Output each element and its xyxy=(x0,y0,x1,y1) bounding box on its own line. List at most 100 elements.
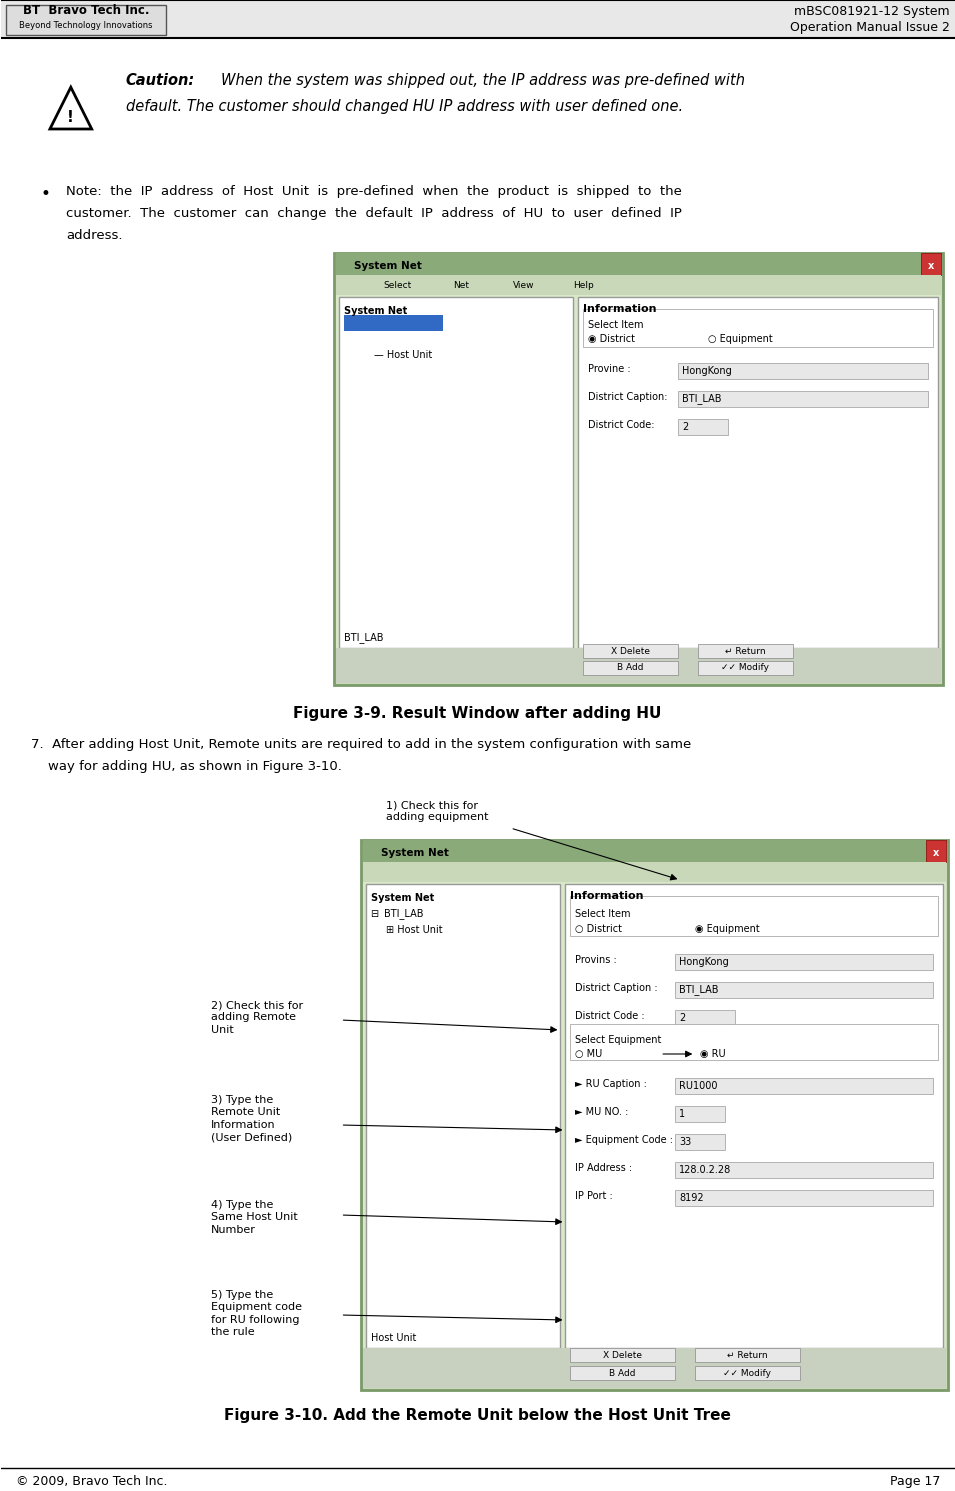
Text: HongKong: HongKong xyxy=(679,957,729,968)
Text: Net: Net xyxy=(454,280,470,289)
Text: 5) Type the
Equipment code
for RU following
the rule: 5) Type the Equipment code for RU follow… xyxy=(211,1290,302,1337)
Text: 1) Check this for
adding equipment: 1) Check this for adding equipment xyxy=(386,801,488,823)
Text: Information: Information xyxy=(570,892,644,901)
FancyBboxPatch shape xyxy=(361,839,948,1390)
FancyBboxPatch shape xyxy=(344,315,443,331)
Text: Beyond Technology Innovations: Beyond Technology Innovations xyxy=(19,21,153,30)
Text: ◉ District: ◉ District xyxy=(588,334,635,344)
FancyBboxPatch shape xyxy=(678,391,928,407)
Text: B Add: B Add xyxy=(617,663,644,672)
Text: Select: Select xyxy=(384,280,412,289)
Text: default. The customer should changed HU IP address with user defined one.: default. The customer should changed HU … xyxy=(126,98,683,113)
Text: IP Address :: IP Address : xyxy=(575,1163,632,1173)
Text: 2) Check this for
adding Remote
Unit: 2) Check this for adding Remote Unit xyxy=(211,1000,303,1035)
FancyBboxPatch shape xyxy=(366,884,561,1348)
Text: ✓✓ Modify: ✓✓ Modify xyxy=(723,1369,772,1378)
Text: District Code:: District Code: xyxy=(588,420,655,429)
Text: Help: Help xyxy=(573,280,594,289)
Text: System Net: System Net xyxy=(353,261,421,271)
Text: Figure 3-10. Add the Remote Unit below the Host Unit Tree: Figure 3-10. Add the Remote Unit below t… xyxy=(224,1408,731,1422)
Text: mBSC081921-12 System: mBSC081921-12 System xyxy=(795,6,950,18)
Text: ○ District: ○ District xyxy=(575,924,623,933)
FancyBboxPatch shape xyxy=(584,309,933,347)
Text: RU1000: RU1000 xyxy=(679,1081,718,1091)
FancyBboxPatch shape xyxy=(675,954,933,971)
Text: 128.0.2.28: 128.0.2.28 xyxy=(679,1164,732,1175)
FancyBboxPatch shape xyxy=(335,274,941,295)
Text: •: • xyxy=(41,185,51,203)
Text: Operation Manual Issue 2: Operation Manual Issue 2 xyxy=(790,21,950,33)
FancyBboxPatch shape xyxy=(678,419,729,435)
FancyBboxPatch shape xyxy=(363,883,946,1388)
Text: customer.  The  customer  can  change  the  default  IP  address  of  HU  to  us: customer. The customer can change the de… xyxy=(66,207,682,221)
FancyBboxPatch shape xyxy=(584,644,678,658)
FancyBboxPatch shape xyxy=(678,362,928,379)
Text: x: x xyxy=(933,848,939,857)
Text: x: x xyxy=(928,261,934,271)
Text: ○ MU: ○ MU xyxy=(575,1050,603,1059)
Text: View: View xyxy=(514,280,535,289)
Text: District Code :: District Code : xyxy=(575,1011,645,1021)
Text: Select Item: Select Item xyxy=(588,321,644,330)
Text: Figure 3-9. Result Window after adding HU: Figure 3-9. Result Window after adding H… xyxy=(293,707,662,722)
FancyBboxPatch shape xyxy=(695,1366,800,1381)
Text: Host Unit: Host Unit xyxy=(371,1333,416,1343)
FancyBboxPatch shape xyxy=(579,297,938,649)
Text: Page 17: Page 17 xyxy=(890,1475,940,1488)
Text: System Net: System Net xyxy=(344,306,407,316)
FancyBboxPatch shape xyxy=(695,1348,800,1361)
Text: ✓✓ Modify: ✓✓ Modify xyxy=(721,663,769,672)
FancyBboxPatch shape xyxy=(1,0,955,37)
Text: ► RU Caption :: ► RU Caption : xyxy=(575,1079,647,1088)
Text: 2: 2 xyxy=(682,422,689,432)
Text: District Caption:: District Caption: xyxy=(588,392,668,403)
Text: Provine :: Provine : xyxy=(588,364,631,374)
Text: HongKong: HongKong xyxy=(682,365,732,376)
Text: ↵ Return: ↵ Return xyxy=(725,647,766,656)
FancyBboxPatch shape xyxy=(363,862,946,883)
Text: X Delete: X Delete xyxy=(603,1351,642,1360)
Text: address.: address. xyxy=(66,230,122,242)
FancyBboxPatch shape xyxy=(675,1009,735,1026)
FancyBboxPatch shape xyxy=(675,983,933,997)
Text: B Add: B Add xyxy=(609,1369,636,1378)
Text: ⊞: ⊞ xyxy=(349,334,356,344)
Text: X Delete: X Delete xyxy=(611,647,649,656)
Text: ⊞ Host Unit: ⊞ Host Unit xyxy=(386,924,442,935)
FancyBboxPatch shape xyxy=(584,661,678,675)
Text: When the system was shipped out, the IP address was pre-defined with: When the system was shipped out, the IP … xyxy=(221,73,745,88)
FancyBboxPatch shape xyxy=(675,1190,933,1206)
Text: ↵ Return: ↵ Return xyxy=(727,1351,768,1360)
FancyBboxPatch shape xyxy=(570,1348,675,1361)
Text: ⊟: ⊟ xyxy=(371,910,379,918)
FancyBboxPatch shape xyxy=(335,649,941,683)
Text: 33: 33 xyxy=(679,1138,691,1147)
Text: System Net: System Net xyxy=(371,893,434,904)
Text: Select Equipment: Select Equipment xyxy=(575,1035,662,1045)
FancyBboxPatch shape xyxy=(570,1366,675,1381)
Text: ► Equipment Code :: ► Equipment Code : xyxy=(575,1135,673,1145)
Text: ◉ Equipment: ◉ Equipment xyxy=(695,924,760,933)
Text: Provins :: Provins : xyxy=(575,956,617,965)
Text: © 2009, Bravo Tech Inc.: © 2009, Bravo Tech Inc. xyxy=(16,1475,167,1488)
FancyBboxPatch shape xyxy=(675,1078,933,1094)
FancyBboxPatch shape xyxy=(333,253,943,684)
FancyBboxPatch shape xyxy=(570,1024,938,1060)
FancyBboxPatch shape xyxy=(335,253,941,274)
Text: ► MU NO. :: ► MU NO. : xyxy=(575,1106,628,1117)
Text: — Host Unit: — Host Unit xyxy=(373,350,432,359)
Text: BTI_LAB: BTI_LAB xyxy=(682,394,722,404)
Text: ◉ RU: ◉ RU xyxy=(700,1050,726,1059)
FancyBboxPatch shape xyxy=(926,839,946,862)
Text: Select Item: Select Item xyxy=(575,910,631,918)
Text: Information: Information xyxy=(584,304,657,315)
Text: 3) Type the
Remote Unit
Information
(User Defined): 3) Type the Remote Unit Information (Use… xyxy=(211,1094,292,1142)
FancyBboxPatch shape xyxy=(698,644,794,658)
FancyBboxPatch shape xyxy=(565,884,943,1348)
FancyBboxPatch shape xyxy=(921,253,941,274)
FancyBboxPatch shape xyxy=(363,839,946,862)
FancyBboxPatch shape xyxy=(6,4,166,34)
Text: System Net: System Net xyxy=(380,848,449,857)
Text: Note:  the  IP  address  of  Host  Unit  is  pre-defined  when  the  product  is: Note: the IP address of Host Unit is pre… xyxy=(66,185,682,198)
Text: Caution:: Caution: xyxy=(126,73,195,88)
